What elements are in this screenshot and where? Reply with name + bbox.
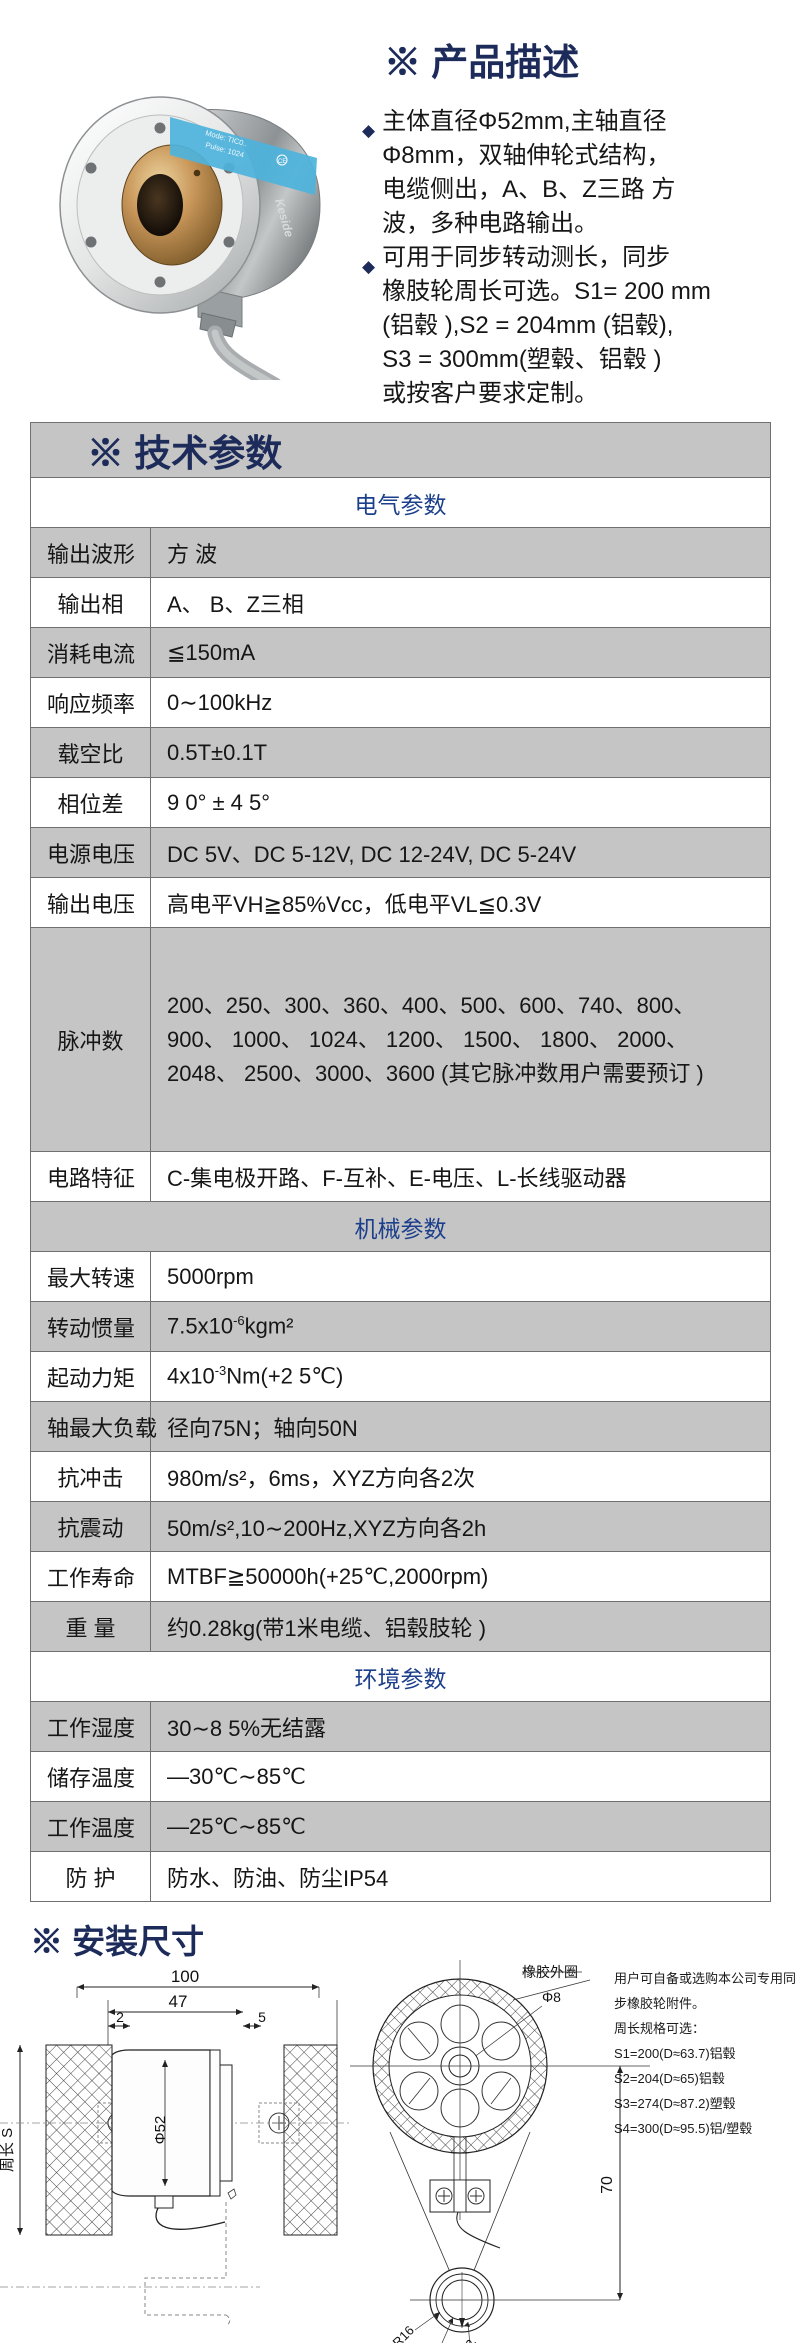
svg-text:70: 70 [599,2176,616,2194]
svg-text:CE: CE [278,159,286,165]
svg-text:100: 100 [171,1967,199,1986]
svg-text:5: 5 [258,2009,266,2025]
svg-text:Φ52: Φ52 [152,2116,169,2145]
svg-text:周长 S: 周长 S [0,2128,16,2172]
svg-text:2: 2 [116,2009,124,2025]
svg-text:R12: R12 [457,2337,479,2343]
svg-text:R16: R16 [390,2323,417,2343]
svg-text:Φ8: Φ8 [542,1989,561,2005]
svg-text:47: 47 [169,1992,188,2011]
